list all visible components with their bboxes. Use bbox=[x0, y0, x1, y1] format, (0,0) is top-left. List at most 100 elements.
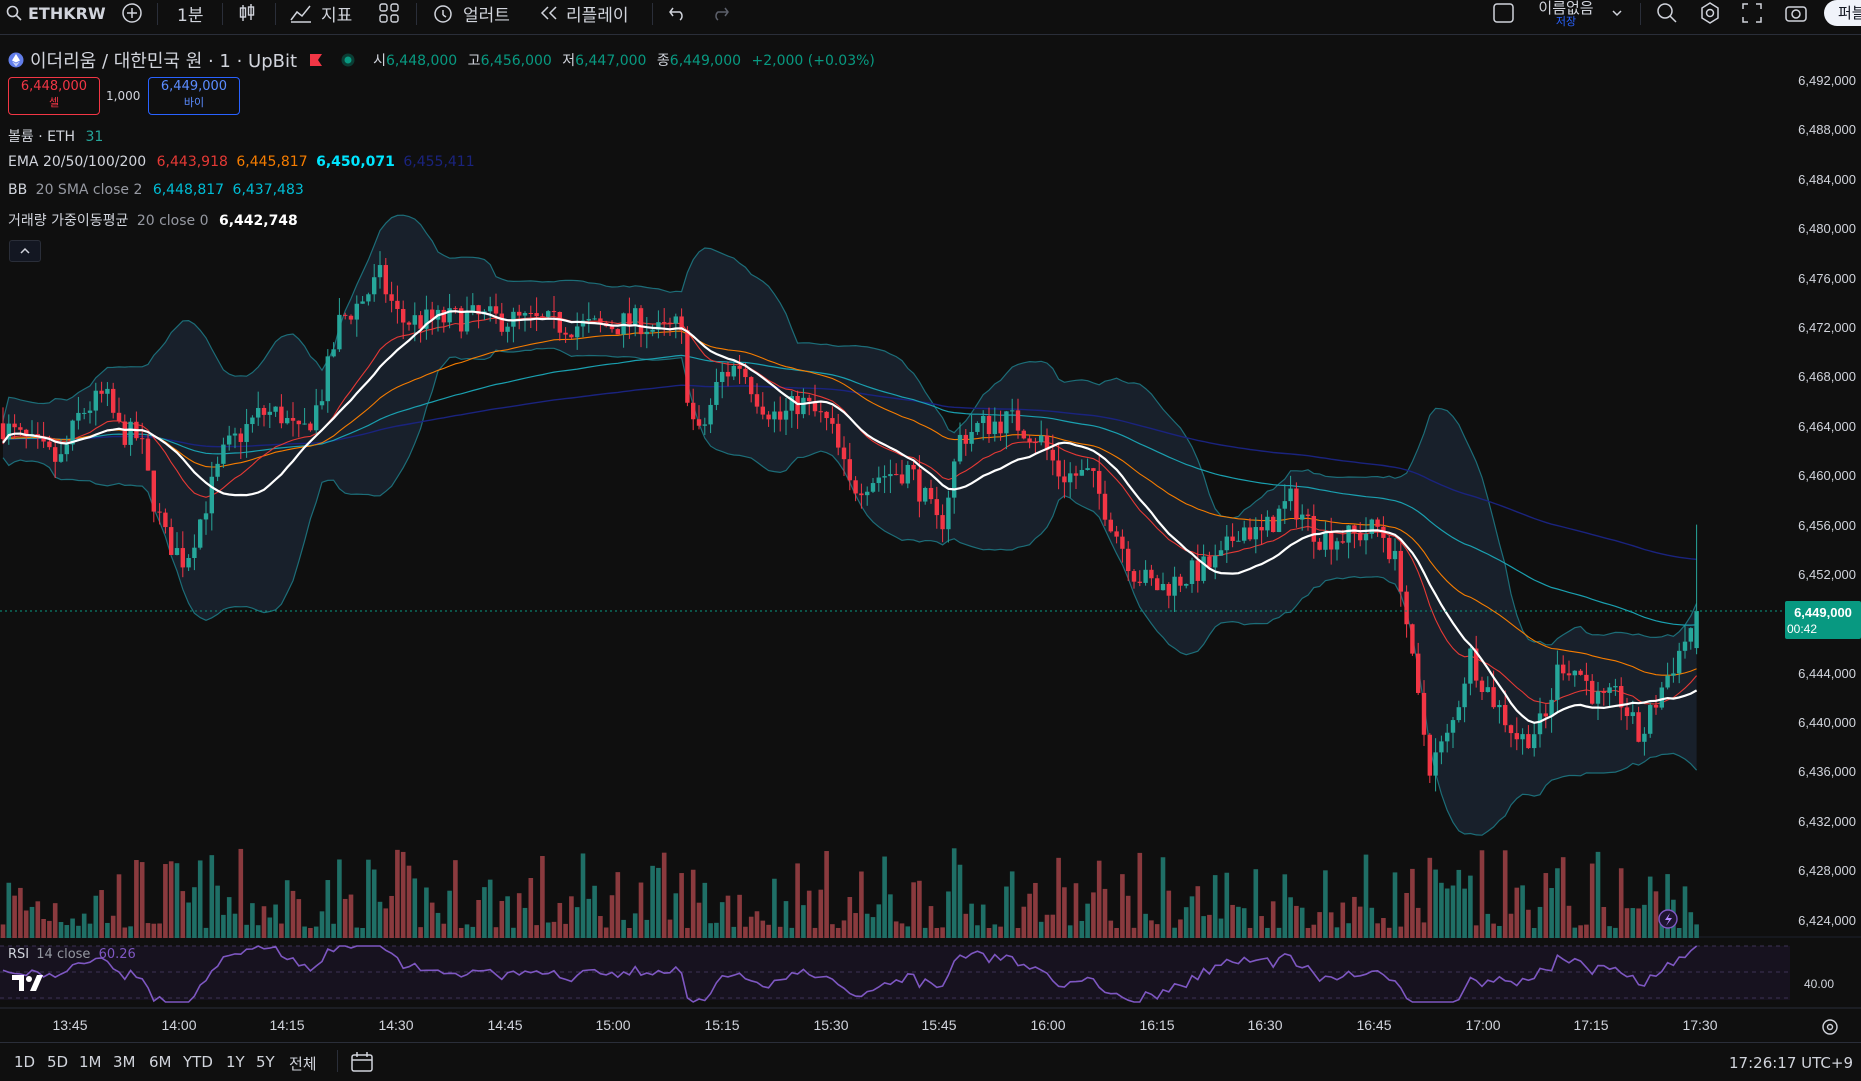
fullscreen-button[interactable] bbox=[1741, 0, 1763, 26]
ema50-line bbox=[2, 330, 1697, 676]
volume-bar bbox=[325, 880, 331, 938]
range-button-8[interactable]: 전체 bbox=[289, 1055, 317, 1073]
spread-value: 1,000 bbox=[106, 89, 141, 103]
volume-bar bbox=[337, 859, 342, 938]
rsi-legend[interactable]: RSI 14 close 60.26 bbox=[8, 947, 136, 962]
layout-menu-button[interactable] bbox=[1610, 0, 1624, 26]
volume-bar bbox=[1468, 875, 1473, 938]
screenshot-button[interactable] bbox=[1784, 0, 1808, 26]
compare-symbol-button[interactable] bbox=[121, 0, 143, 26]
clock-timezone[interactable]: 17:26:17 UTC+9 bbox=[1729, 1054, 1853, 1072]
candle-body bbox=[244, 424, 249, 442]
volume-bar bbox=[632, 913, 638, 938]
volume-bar bbox=[917, 880, 922, 938]
indicators-button[interactable]: 지표 bbox=[289, 0, 352, 26]
candle-body bbox=[1085, 468, 1090, 470]
volume-bar bbox=[1473, 925, 1479, 938]
lightning-bolt-icon bbox=[1665, 913, 1672, 926]
ema200-value: 6,455,411 bbox=[403, 154, 475, 170]
chart-type-button[interactable] bbox=[236, 0, 258, 26]
volume-bar bbox=[540, 856, 545, 938]
volume-bar bbox=[1636, 908, 1641, 938]
collapse-legend-button[interactable] bbox=[9, 240, 41, 262]
buy-button[interactable]: 6,449,000 바이 bbox=[148, 77, 240, 115]
range-button-2[interactable]: 1M bbox=[79, 1053, 102, 1071]
range-button-7[interactable]: 5Y bbox=[256, 1053, 275, 1071]
volume-legend[interactable]: 볼륨 · ETH 31 bbox=[8, 126, 103, 146]
candle-body bbox=[372, 277, 377, 295]
price-axis-label: 6,480,000 bbox=[1798, 221, 1856, 236]
bb-params: 20 SMA close 2 bbox=[35, 182, 143, 198]
current-price-text: 6,449,000 bbox=[1794, 605, 1852, 620]
flag-icon[interactable] bbox=[309, 53, 323, 67]
candle-body bbox=[1323, 532, 1328, 550]
volume-bar bbox=[1346, 923, 1351, 938]
volume-bar bbox=[569, 896, 574, 938]
toolbar-divider bbox=[1640, 3, 1641, 25]
range-button-3[interactable]: 3M bbox=[113, 1053, 136, 1071]
volume-bar bbox=[1265, 927, 1270, 938]
volume-bar bbox=[795, 863, 800, 938]
symbol-search-button[interactable]: ETHKRW bbox=[6, 0, 106, 26]
goto-date-button[interactable] bbox=[350, 1051, 374, 1077]
volume-bar bbox=[1067, 925, 1073, 938]
redo-button[interactable] bbox=[711, 0, 731, 26]
time-axis-label: 16:30 bbox=[1247, 1017, 1282, 1033]
range-button-4[interactable]: 6M bbox=[149, 1053, 172, 1071]
candle-body bbox=[876, 477, 881, 484]
range-button-1[interactable]: 5D bbox=[47, 1053, 69, 1071]
symbol-title[interactable]: 이더리움 / 대한민국 원 · 1 · UpBit bbox=[30, 51, 298, 72]
volume-bar bbox=[1526, 909, 1531, 938]
vwma-legend[interactable]: 거래량 가중이동평균 20 close 0 6,442,748 bbox=[8, 210, 298, 230]
candle-body bbox=[708, 404, 713, 425]
quick-search-button[interactable] bbox=[1655, 0, 1679, 26]
candle-body bbox=[725, 371, 731, 377]
candle-body bbox=[540, 316, 545, 318]
undo-button[interactable] bbox=[667, 0, 687, 26]
candle-body bbox=[238, 433, 243, 442]
price-chart-canvas[interactable]: 6,492,000 6,488,000 6,484,000 6,480,000 6,47… bbox=[0, 34, 1861, 1076]
layout-checkbox[interactable] bbox=[1492, 0, 1516, 26]
candle-body bbox=[1427, 734, 1432, 776]
candle-body bbox=[325, 356, 330, 402]
volume-bar bbox=[145, 923, 151, 938]
candle-body bbox=[981, 415, 986, 424]
candle-body bbox=[633, 308, 638, 326]
bb-legend[interactable]: BB 20 SMA close 2 6,448,817 6,437,483 bbox=[8, 182, 304, 198]
sell-button[interactable]: 6,448,000 셀 bbox=[8, 77, 100, 115]
volume-bar bbox=[992, 924, 998, 938]
vwma-value: 6,442,748 bbox=[218, 213, 298, 229]
market-status-icon[interactable] bbox=[341, 53, 355, 67]
tradingview-logo[interactable] bbox=[12, 973, 48, 997]
candle-body bbox=[667, 322, 673, 324]
layout-name-button[interactable]: 이름없음 저장 bbox=[1531, 0, 1601, 28]
chart-legend-header: 이더리움 / 대한민국 원 · 1 · UpBit 시6,448,000 고6,… bbox=[8, 47, 875, 73]
candle-body bbox=[459, 308, 464, 332]
candle-body bbox=[1004, 411, 1009, 434]
volume-bar bbox=[516, 893, 522, 938]
volume-bar bbox=[824, 851, 829, 938]
alert-button[interactable]: 얼러트 bbox=[431, 0, 510, 26]
volume-bar bbox=[870, 917, 876, 938]
axis-settings-outer bbox=[1822, 1019, 1838, 1035]
replay-button[interactable]: 리플레이 bbox=[538, 0, 629, 26]
volume-bar bbox=[951, 848, 957, 938]
range-button-6[interactable]: 1Y bbox=[226, 1053, 245, 1071]
volume-bar bbox=[841, 920, 847, 938]
templates-button[interactable] bbox=[378, 0, 400, 26]
rsi-pane-background bbox=[0, 946, 1790, 1000]
candle-body bbox=[180, 548, 185, 568]
volume-bar bbox=[296, 899, 302, 938]
ema-legend[interactable]: EMA 20/50/100/200 6,443,918 6,445,817 6,… bbox=[8, 154, 475, 170]
range-button-0[interactable]: 1D bbox=[14, 1053, 36, 1071]
interval-button[interactable]: 1분 bbox=[177, 0, 203, 26]
candle-body bbox=[754, 394, 760, 407]
price-axis-label: 6,432,000 bbox=[1798, 814, 1856, 829]
range-button-5[interactable]: YTD bbox=[183, 1053, 213, 1071]
volume-bar bbox=[1044, 914, 1050, 938]
publish-button[interactable]: 퍼블 bbox=[1824, 0, 1861, 26]
volume-bar bbox=[1015, 927, 1021, 938]
settings-button[interactable] bbox=[1698, 0, 1722, 26]
volume-bar bbox=[1114, 927, 1119, 938]
volume-bar bbox=[986, 927, 992, 938]
